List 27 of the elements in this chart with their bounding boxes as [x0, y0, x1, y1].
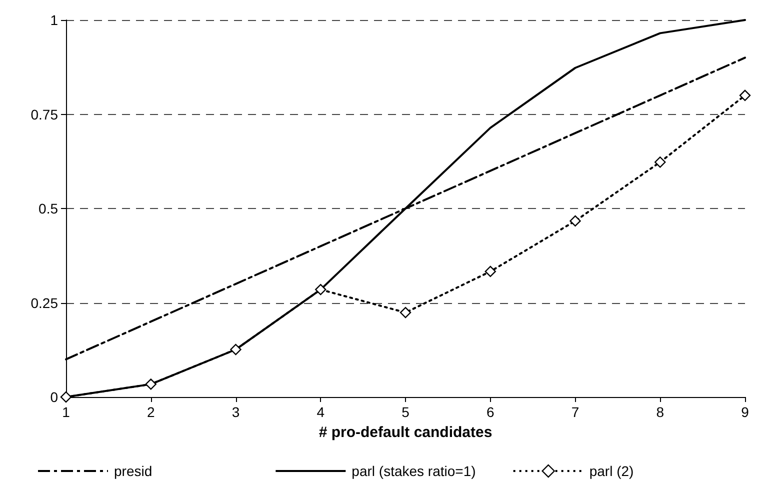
point: [60, 391, 72, 403]
x-tick-label: 8: [656, 404, 664, 420]
x-tick-label: 2: [146, 404, 155, 420]
x-tick-label: 1: [62, 404, 70, 420]
y-tick-label: 0.75: [30, 106, 58, 122]
y-tick-label: 1: [50, 12, 58, 28]
point: [739, 90, 751, 101]
legend-label: presid: [114, 463, 152, 479]
x-tick-label: 3: [232, 404, 240, 420]
x-axis-title: # pro-default candidates: [318, 424, 492, 441]
legend-label: parl (2): [589, 463, 634, 479]
point: [315, 284, 326, 296]
point: [654, 156, 666, 168]
point: [484, 266, 496, 278]
point: [230, 344, 242, 356]
legend-label: parl (stakes ratio=1): [352, 463, 476, 479]
y-tick-label: 0.5: [38, 200, 58, 216]
x-tick-label: 5: [402, 404, 410, 420]
point: [400, 306, 412, 318]
x-tick-label: 9: [741, 404, 750, 420]
y-tick-label: 0.25: [30, 294, 58, 311]
x-tick-label: 6: [486, 404, 494, 420]
point: [570, 215, 581, 227]
x-tick-label: 4: [316, 404, 325, 420]
x-tick-label: 7: [571, 404, 580, 420]
point: [145, 378, 156, 390]
y-tick-label: 0: [50, 389, 58, 405]
